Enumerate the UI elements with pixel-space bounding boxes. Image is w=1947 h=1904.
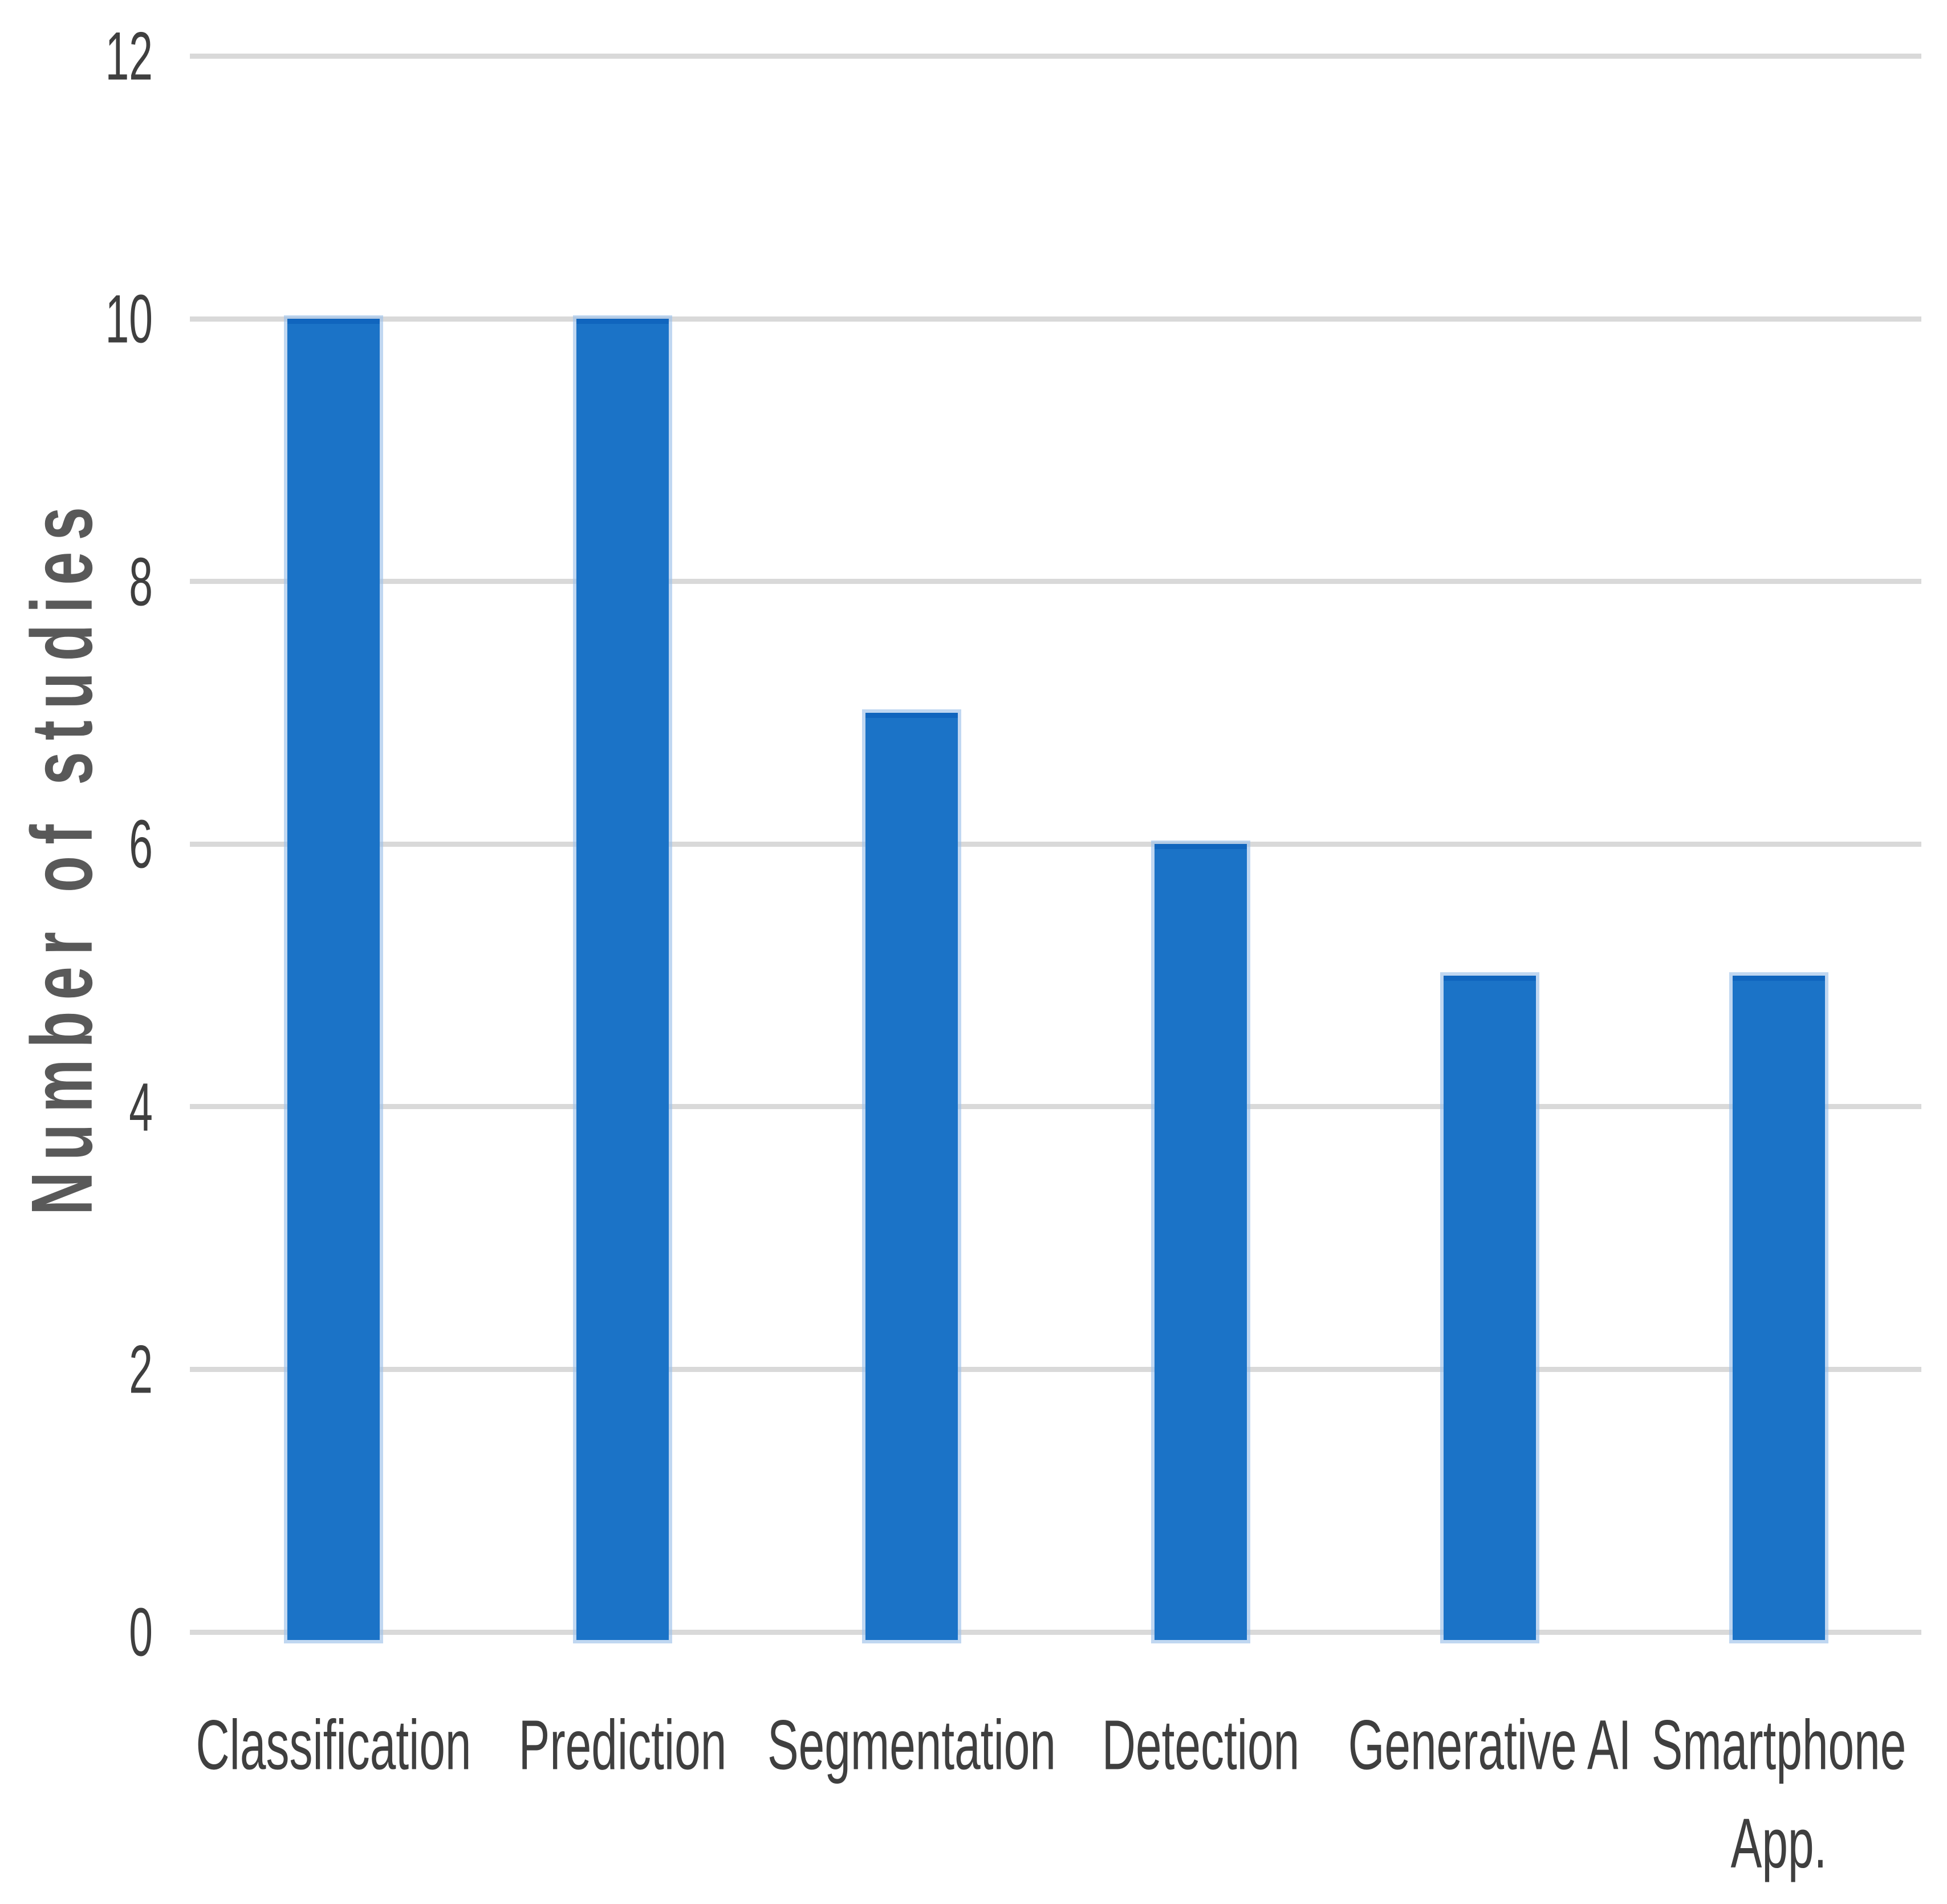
gridline-12 (190, 53, 1921, 59)
gridline-6 (190, 841, 1921, 847)
x-label-prediction: Prediction (518, 1707, 727, 1785)
bar-smartphone-app (1733, 975, 1825, 1640)
y-tick-label-0: 0 (129, 1593, 153, 1671)
gridline-4 (190, 1104, 1921, 1110)
bar-prediction (576, 319, 669, 1640)
x-label-segmentation: Segmentation (767, 1707, 1056, 1785)
gridline-2 (190, 1366, 1921, 1372)
y-tick-label-12: 12 (105, 18, 153, 95)
x-label-generative-ai: Generative AI (1348, 1707, 1632, 1785)
bar-generative-ai (1444, 975, 1536, 1640)
y-tick-label-8: 8 (129, 543, 153, 620)
x-label-smartphone-app: Smartphone App. (1651, 1707, 1907, 1883)
gridline-10 (190, 316, 1921, 322)
gridline-8 (190, 579, 1921, 584)
x-label-detection: Detection (1101, 1707, 1300, 1785)
y-tick-label-6: 6 (129, 805, 153, 883)
bar-detection (1155, 844, 1247, 1640)
y-tick-label-10: 10 (105, 280, 153, 358)
bar-classification (287, 319, 380, 1640)
bar-segmentation (865, 712, 958, 1640)
gridline-0 (190, 1629, 1921, 1635)
y-tick-label-4: 4 (129, 1068, 153, 1145)
x-label-classification: Classification (196, 1707, 471, 1785)
y-tick-label-2: 2 (129, 1331, 153, 1408)
